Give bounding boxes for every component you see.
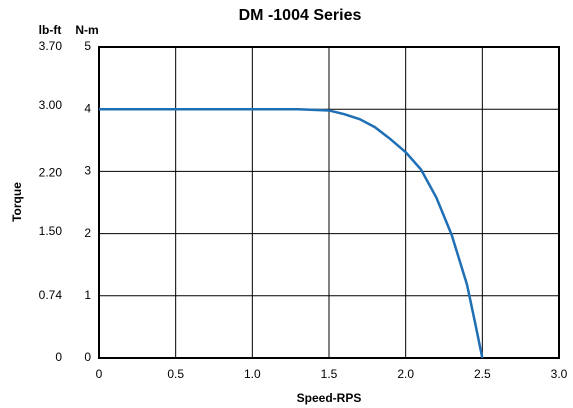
x-tick-label: 2.5 xyxy=(474,367,491,381)
x-tick-label: 2.0 xyxy=(397,367,414,381)
y-units-label: N-m xyxy=(75,23,98,37)
y2-tick-label: 2.20 xyxy=(39,165,63,179)
y2-tick-label: 1.50 xyxy=(39,224,63,238)
y-axis-label: Torque xyxy=(10,182,24,222)
y-tick-label: 3 xyxy=(84,164,91,178)
plot-border xyxy=(98,46,560,359)
y2-tick-label: 3.70 xyxy=(39,39,63,53)
torque-line xyxy=(99,107,484,359)
x-axis-label: Speed-RPS xyxy=(297,391,362,405)
y-tick-label: 0 xyxy=(84,350,91,364)
x-tick-label: 0.5 xyxy=(167,367,184,381)
chart-title: DM -1004 Series xyxy=(239,7,362,24)
y-tick-label: 1 xyxy=(84,288,91,302)
y-tick-label: 2 xyxy=(84,226,91,240)
x-tick-label: 1.0 xyxy=(244,367,261,381)
y2-axis-label: lb-ft xyxy=(39,23,62,37)
y2-tick-label: 3.00 xyxy=(39,98,63,112)
x-tick-label: 0 xyxy=(96,367,103,381)
y2-tick-label: 0.74 xyxy=(39,288,63,302)
y-tick-label: 5 xyxy=(84,39,91,53)
y2-tick-label: 0 xyxy=(55,350,62,364)
y-tick-label: 4 xyxy=(84,101,91,115)
x-tick-label: 1.5 xyxy=(321,367,338,381)
x-tick-label: 3.0 xyxy=(551,367,568,381)
